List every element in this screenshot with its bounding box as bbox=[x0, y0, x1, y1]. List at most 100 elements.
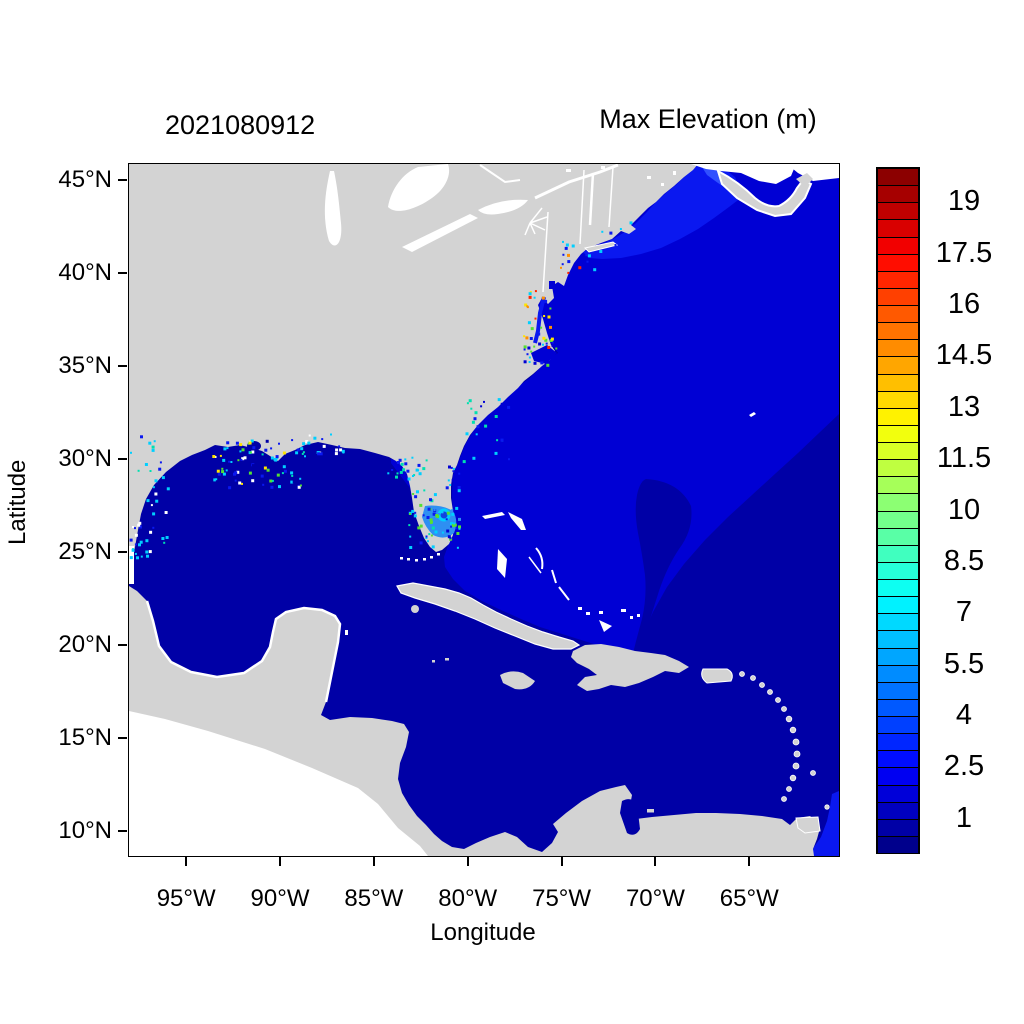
finger-lakes bbox=[524, 207, 548, 236]
lesser-antilles-arc bbox=[739, 671, 830, 810]
colorbar-cell bbox=[877, 510, 919, 529]
plot-title: Max Elevation (m) bbox=[599, 104, 817, 134]
colorbar bbox=[876, 167, 920, 854]
lake-michigan bbox=[324, 171, 342, 246]
y-tick-label: 40°N bbox=[58, 258, 112, 286]
connecticut-river bbox=[608, 166, 614, 228]
chesapeake-bay-water bbox=[533, 296, 546, 344]
colorbar-cell bbox=[877, 716, 919, 735]
colorbar-cell bbox=[877, 356, 919, 375]
colorbar-cell bbox=[877, 733, 919, 752]
colorbar-cell bbox=[877, 767, 919, 786]
lake-maracaibo bbox=[620, 799, 640, 835]
caicos-islands bbox=[621, 609, 626, 612]
lake-erie bbox=[402, 214, 478, 252]
x-tick-label: 95°W bbox=[156, 885, 216, 912]
colorbar-tick-label: 16 bbox=[947, 288, 981, 320]
y-axis-title: Latitude bbox=[4, 459, 31, 545]
y-tick-mark bbox=[118, 643, 127, 646]
land-long-island bbox=[583, 241, 619, 253]
land-puerto-rico bbox=[701, 668, 733, 684]
colorbar-tick-label: 4 bbox=[955, 699, 973, 731]
colorbar-cell bbox=[877, 270, 919, 289]
lake-huron bbox=[388, 164, 450, 211]
colorbar-cell bbox=[877, 322, 919, 341]
crooked-island bbox=[578, 607, 582, 610]
y-tick-label: 25°N bbox=[58, 537, 112, 565]
andros-island bbox=[497, 549, 507, 578]
x-tick-label: 70°W bbox=[625, 885, 685, 912]
maine-lake bbox=[647, 176, 651, 179]
x-tick-mark bbox=[372, 857, 375, 866]
colorbar-cell bbox=[877, 750, 919, 769]
x-tick-label: 65°W bbox=[719, 885, 779, 912]
colorbar-cell bbox=[877, 424, 919, 443]
colorbar-tick-label: 8.5 bbox=[943, 544, 985, 577]
colorbar-cell bbox=[877, 835, 919, 854]
colorbar-cell bbox=[877, 630, 919, 649]
cozumel-island bbox=[345, 630, 348, 635]
abc-islands bbox=[615, 790, 619, 793]
abaco-island bbox=[508, 512, 526, 530]
colorbar-cell bbox=[877, 407, 919, 426]
y-tick-mark bbox=[118, 829, 127, 832]
colorbar-cell bbox=[877, 664, 919, 683]
colorbar-cell bbox=[877, 613, 919, 632]
land-hispaniola bbox=[571, 644, 689, 691]
x-tick-label: 75°W bbox=[532, 885, 592, 912]
acklins-island bbox=[586, 612, 590, 615]
y-tick-label: 30°N bbox=[58, 444, 112, 472]
y-tick-label: 10°N bbox=[58, 816, 112, 844]
hudson-river bbox=[579, 169, 585, 245]
canada-lake bbox=[566, 169, 571, 172]
colorbar-tick-label: 2.5 bbox=[943, 750, 985, 783]
eleuthera-island bbox=[535, 547, 544, 570]
colorbar-cell bbox=[877, 698, 919, 717]
laguna-madre-fringe bbox=[129, 546, 134, 584]
map-canvas bbox=[129, 164, 839, 856]
colorbar-cell bbox=[877, 579, 919, 598]
lake-ontario bbox=[478, 199, 528, 215]
colorbar-cell bbox=[877, 236, 919, 255]
abc-islands bbox=[605, 792, 609, 795]
land-cape-breton bbox=[796, 173, 813, 187]
colorbar-cell bbox=[877, 493, 919, 512]
atlantic-navy-tongue bbox=[632, 479, 692, 657]
colorbar-cell bbox=[877, 527, 919, 546]
land-jamaica bbox=[500, 671, 535, 690]
pacific-no-data-region bbox=[129, 711, 428, 856]
canada-lake bbox=[601, 166, 605, 169]
x-tick-mark bbox=[279, 857, 282, 866]
colorbar-cell bbox=[877, 202, 919, 221]
colorbar-tick-label: 17.5 bbox=[935, 236, 993, 269]
colorbar-cell bbox=[877, 544, 919, 563]
land-trinidad bbox=[795, 816, 821, 834]
turks-islands bbox=[637, 614, 640, 617]
y-tick-label: 45°N bbox=[58, 165, 112, 193]
x-tick-mark bbox=[560, 857, 563, 866]
colorbar-tick-label: 13 bbox=[947, 390, 981, 423]
map-plot-area bbox=[128, 163, 840, 857]
atlantic-mid-band bbox=[444, 164, 839, 656]
st-lawrence-river bbox=[534, 164, 619, 200]
y-tick-mark bbox=[118, 364, 127, 367]
land-cuba bbox=[396, 582, 581, 650]
pamlico-sound-water bbox=[531, 345, 557, 364]
colorbar-cell bbox=[877, 442, 919, 461]
y-tick-mark bbox=[118, 736, 127, 739]
colorbar-cell bbox=[877, 476, 919, 495]
exuma-cays bbox=[528, 556, 542, 574]
colorbar-cell bbox=[877, 596, 919, 615]
colorbar-cell bbox=[877, 784, 919, 803]
x-tick-mark bbox=[748, 857, 751, 866]
colorbar-cell bbox=[877, 373, 919, 392]
land-north-america bbox=[129, 164, 698, 574]
long-island-bahamas bbox=[558, 586, 570, 601]
bermuda-island bbox=[749, 412, 756, 417]
x-tick-mark bbox=[185, 857, 188, 866]
colorbar-cell bbox=[877, 305, 919, 324]
maine-lake bbox=[661, 183, 664, 186]
abc-islands bbox=[595, 794, 599, 797]
colorbar-cell bbox=[877, 287, 919, 306]
